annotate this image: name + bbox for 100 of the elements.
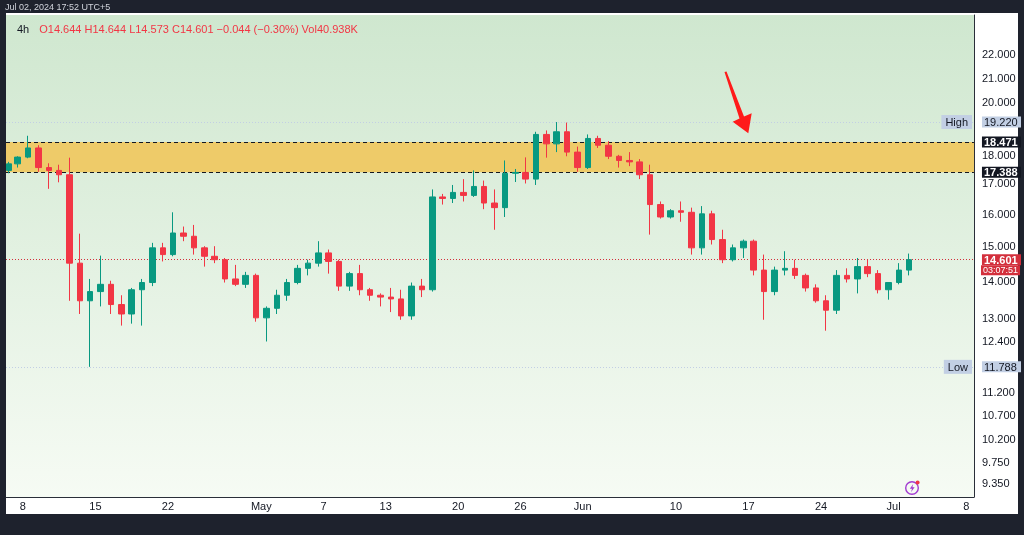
candlestick — [761, 254, 767, 321]
text: Jul 02, 2024 17:52 UTC+5 — [5, 1, 111, 12]
y-tick-label: 12.400 — [981, 335, 1016, 348]
candlestick — [377, 292, 384, 307]
candlestick — [553, 121, 560, 153]
candlestick — [35, 144, 42, 173]
candlestick — [595, 135, 601, 149]
y-tick-label: 9.350 — [981, 476, 1010, 489]
candlestick — [471, 169, 477, 198]
x-tick-label: 17 — [742, 499, 755, 512]
candlestick — [294, 264, 301, 285]
candlestick — [585, 133, 591, 170]
candlestick — [170, 211, 176, 257]
y-tick-label: 10.700 — [981, 409, 1016, 422]
candlestick — [626, 151, 633, 167]
y-tick-label: 14.000 — [981, 274, 1016, 287]
x-tick-label: 7 — [320, 499, 327, 512]
candlestick — [460, 178, 467, 202]
candlestick — [543, 129, 550, 159]
candlestick — [647, 164, 653, 236]
candlestick — [854, 257, 861, 294]
candlestick — [636, 158, 643, 180]
y-tick-label: 15.000 — [981, 240, 1016, 253]
x-tick-label: 22 — [161, 499, 175, 512]
candlestick — [450, 184, 456, 204]
candlestick — [667, 208, 674, 220]
y-tick-label: 9.750 — [981, 455, 1010, 468]
candlestick — [491, 188, 498, 231]
candlestick — [574, 146, 581, 173]
candlestick — [25, 135, 31, 159]
candlestick — [906, 253, 912, 276]
candlestick — [864, 259, 871, 278]
candlestick — [284, 278, 290, 302]
x-tick-label: 13 — [379, 499, 392, 512]
y-tick-label: 11.200 — [981, 386, 1015, 399]
candlestick — [502, 159, 508, 218]
candlestick — [77, 233, 83, 315]
candlestick — [139, 278, 145, 327]
candlestick — [180, 226, 187, 242]
candlestick — [357, 264, 363, 296]
candlestick — [750, 239, 757, 276]
candlestick — [512, 168, 519, 183]
candlestick — [149, 242, 156, 287]
x-tick-label: 15 — [89, 499, 102, 512]
candlestick — [108, 280, 114, 315]
candlestick — [730, 244, 736, 262]
candlestick — [678, 200, 684, 223]
y-tick-label: 18.000 — [981, 148, 1016, 161]
candlestick — [875, 269, 881, 294]
y-tick-label: 17.000 — [981, 177, 1016, 190]
candlestick — [56, 164, 62, 183]
candlestick — [439, 193, 446, 206]
candlestick — [688, 207, 695, 256]
candlestick — [242, 271, 249, 289]
candlestick — [388, 287, 394, 313]
y-tick-label: 13.000 — [981, 311, 1016, 324]
candlestick — [657, 200, 664, 220]
x-tick-label: May — [250, 499, 273, 512]
candlestick — [211, 245, 218, 264]
candlestick — [719, 229, 726, 264]
candlestick — [771, 266, 778, 296]
candlestick — [885, 282, 892, 301]
y-tick-label: 17.388 — [983, 166, 1018, 179]
x-tick-label: 8 — [19, 499, 26, 512]
text: 4h — [17, 22, 30, 35]
candlestick — [6, 161, 12, 174]
candlestick — [616, 154, 622, 169]
candlestick — [740, 239, 747, 259]
text: 03:07:51 — [983, 265, 1019, 276]
candlestick — [564, 122, 570, 157]
y-tick-label: 16.000 — [981, 207, 1016, 220]
candlestick — [896, 262, 902, 285]
candlestick — [87, 278, 93, 368]
candlestick — [128, 287, 135, 325]
candlestick — [305, 259, 311, 276]
x-tick-label: 26 — [514, 499, 527, 512]
candlestick — [419, 278, 425, 298]
y-tick-label: 14.601 — [983, 253, 1018, 266]
candlestick — [346, 271, 353, 292]
y-tick-label: 22.000 — [981, 48, 1016, 61]
candlestick — [263, 305, 270, 342]
candlestick — [429, 188, 436, 293]
y-tick-label: 18.471 — [983, 135, 1018, 148]
y-tick-label: 21.000 — [981, 71, 1016, 84]
candlestick — [325, 249, 332, 275]
y-tick-label: 19.220 — [983, 116, 1018, 129]
x-tick-label: 24 — [814, 499, 828, 512]
candlestick — [844, 267, 850, 284]
candlestick — [315, 240, 322, 268]
candlestick — [522, 156, 529, 184]
candlestick — [160, 242, 166, 262]
candlestick — [232, 264, 239, 287]
candlestick — [46, 162, 52, 190]
x-tick-label: 8 — [963, 499, 970, 512]
candlestick — [253, 273, 259, 323]
candlestick — [605, 140, 612, 160]
candlestick — [398, 289, 404, 321]
candlestick — [709, 210, 715, 246]
candlestick — [533, 131, 539, 186]
x-tick-label: 20 — [452, 499, 465, 512]
